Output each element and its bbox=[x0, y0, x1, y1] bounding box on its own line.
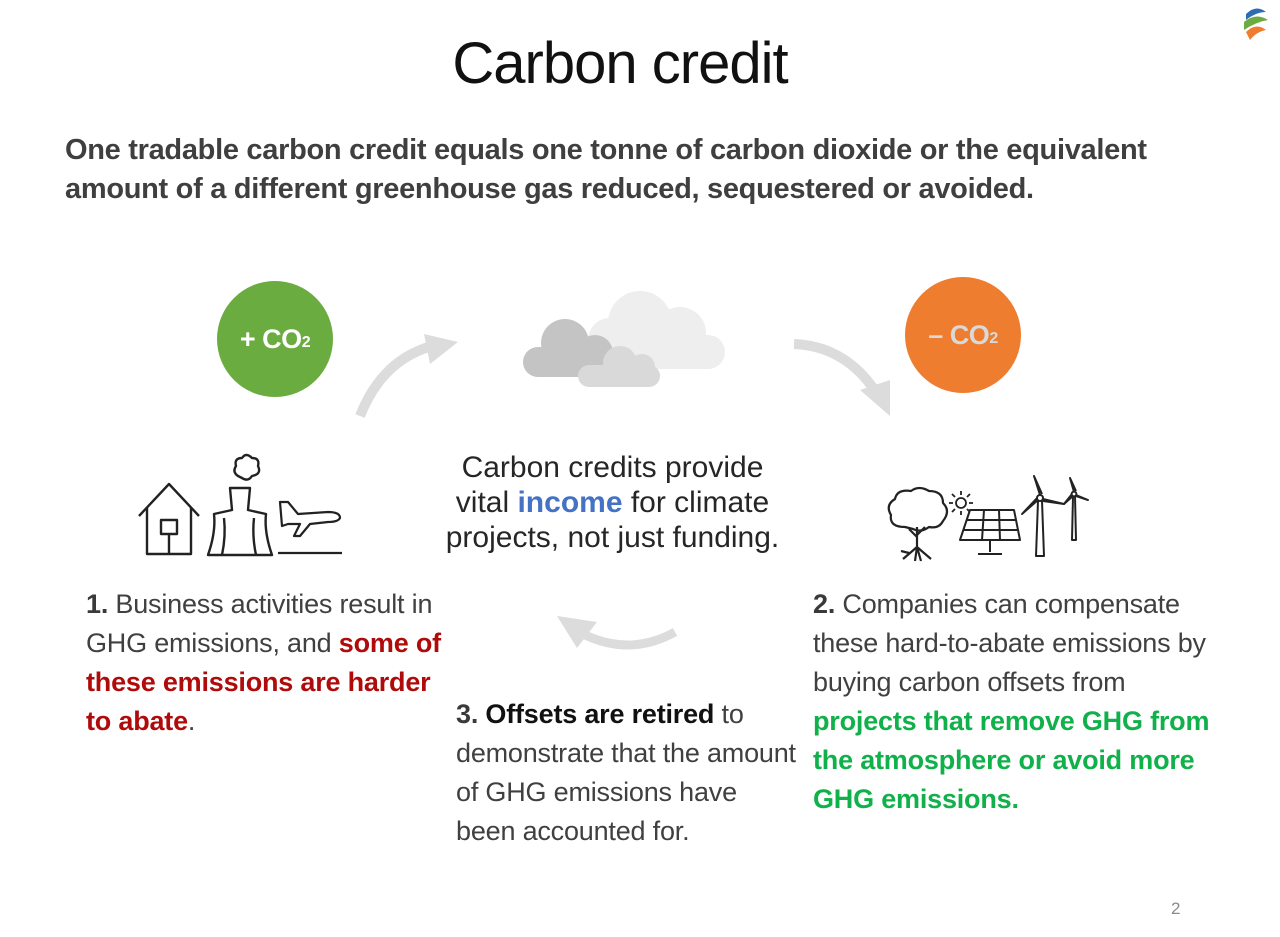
add-co2-badge: + CO 2 bbox=[217, 281, 333, 397]
airplane-icon bbox=[278, 500, 342, 555]
remove-co2-subscript: 2 bbox=[989, 330, 998, 347]
step-3-text: 3. Offsets are retired to demonstrate th… bbox=[456, 695, 796, 851]
arrow-icon bbox=[557, 616, 678, 650]
step-1-text: 1. Business activities result in GHG emi… bbox=[86, 585, 456, 741]
center-line-2-prefix: vital bbox=[455, 486, 518, 519]
page-number: 2 bbox=[1171, 899, 1181, 918]
add-co2-label: + CO bbox=[239, 323, 302, 354]
step-1-number: 1. bbox=[86, 589, 109, 619]
income-highlight: income bbox=[517, 486, 623, 519]
center-line-3: projects, not just funding. bbox=[445, 521, 780, 554]
step-1-body: Business activities result in GHG emissi… bbox=[86, 589, 433, 658]
center-statement: Carbon credits provide vital income for … bbox=[400, 450, 825, 555]
remove-co2-label: – CO bbox=[928, 319, 990, 350]
step-3-bold: Offsets are retired bbox=[478, 699, 715, 729]
tree-icon bbox=[887, 486, 949, 562]
definition-text: One tradable carbon credit equals one to… bbox=[65, 134, 1147, 205]
step-2-number: 2. bbox=[813, 589, 836, 619]
center-line-1: Carbon credits provide bbox=[461, 451, 764, 484]
solar-panel-icon bbox=[959, 509, 1021, 555]
page-title: Carbon credit bbox=[452, 31, 788, 96]
house-icon bbox=[138, 482, 200, 556]
step-2-highlight: projects that remove GHG from the atmosp… bbox=[813, 706, 1210, 814]
remove-co2-badge: – CO 2 bbox=[905, 277, 1021, 393]
step-1-highlight: some of these emissions are harder to ab… bbox=[86, 628, 441, 736]
center-line-2-suffix: for climate bbox=[622, 486, 770, 519]
step-2-text: 2. Companies can compensate these hard-t… bbox=[813, 585, 1233, 819]
arrow-icon bbox=[793, 339, 890, 416]
wind-turbine-icon bbox=[1021, 475, 1089, 557]
step-3-body: to demonstrate that the amount of GHG em… bbox=[456, 699, 796, 846]
step-1-end: . bbox=[187, 706, 196, 736]
sun-icon bbox=[949, 491, 973, 515]
cloud-icon bbox=[523, 291, 725, 387]
factory-icon bbox=[206, 453, 274, 557]
step-3-number: 3. bbox=[456, 699, 479, 729]
logo-icon bbox=[1244, 8, 1268, 40]
add-co2-subscript: 2 bbox=[301, 334, 311, 351]
step-2-body: Companies can compensate these hard-to-a… bbox=[813, 589, 1206, 697]
center-line-2: vital income for climate bbox=[400, 485, 825, 520]
arrow-icon bbox=[355, 334, 458, 418]
